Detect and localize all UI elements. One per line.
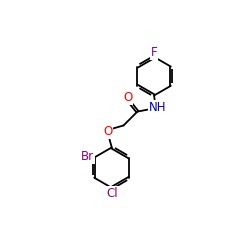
Text: Br: Br: [81, 150, 94, 163]
Text: O: O: [103, 124, 112, 138]
Text: F: F: [151, 46, 158, 59]
Text: Cl: Cl: [106, 187, 118, 200]
Text: O: O: [123, 91, 132, 104]
Text: NH: NH: [149, 101, 166, 114]
